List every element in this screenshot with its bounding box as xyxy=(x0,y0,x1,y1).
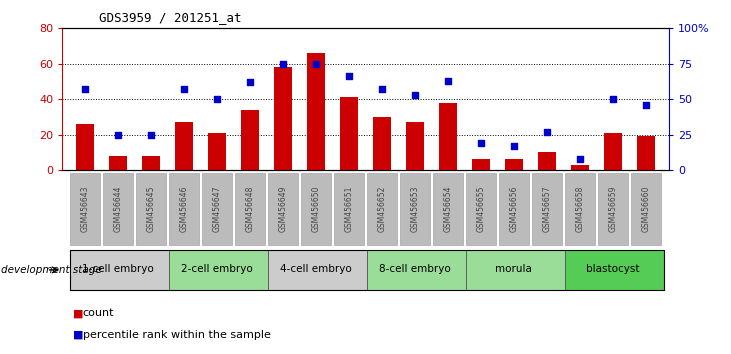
Text: 2-cell embryo: 2-cell embryo xyxy=(181,264,253,274)
Text: GSM456658: GSM456658 xyxy=(575,185,584,232)
Bar xyxy=(367,173,397,245)
Bar xyxy=(208,133,226,170)
Bar xyxy=(367,250,466,290)
Point xyxy=(607,96,618,102)
Bar xyxy=(202,173,232,245)
Bar xyxy=(301,173,331,245)
Text: morula: morula xyxy=(496,264,532,274)
Bar xyxy=(268,250,367,290)
Bar xyxy=(532,173,561,245)
Text: GSM456660: GSM456660 xyxy=(641,185,651,232)
Text: GSM456653: GSM456653 xyxy=(411,185,420,232)
Text: 8-cell embryo: 8-cell embryo xyxy=(379,264,451,274)
Bar xyxy=(142,156,160,170)
Text: GSM456654: GSM456654 xyxy=(444,185,452,232)
Text: ■: ■ xyxy=(73,308,83,318)
Text: count: count xyxy=(83,308,114,318)
Text: GSM456655: GSM456655 xyxy=(477,185,485,232)
Point xyxy=(178,86,190,92)
Point xyxy=(244,79,256,85)
Bar xyxy=(268,173,298,245)
Text: GSM456647: GSM456647 xyxy=(213,185,221,232)
Bar xyxy=(241,110,260,170)
Text: 4-cell embryo: 4-cell embryo xyxy=(280,264,352,274)
Bar xyxy=(604,133,622,170)
Text: ■: ■ xyxy=(73,330,83,339)
Bar xyxy=(538,152,556,170)
Bar xyxy=(136,173,166,245)
Bar xyxy=(406,122,424,170)
Text: GSM456651: GSM456651 xyxy=(344,185,354,232)
Text: GSM456652: GSM456652 xyxy=(377,185,387,232)
Bar xyxy=(307,53,325,170)
Text: GSM456644: GSM456644 xyxy=(114,185,123,232)
Text: GSM456648: GSM456648 xyxy=(246,185,254,232)
Text: GSM456646: GSM456646 xyxy=(180,185,189,232)
Bar xyxy=(235,173,265,245)
Point xyxy=(277,61,289,67)
Point xyxy=(310,61,322,67)
Text: GSM456649: GSM456649 xyxy=(279,185,287,232)
Text: GSM456659: GSM456659 xyxy=(608,185,617,232)
Point xyxy=(343,74,355,79)
Bar xyxy=(471,159,490,170)
Bar xyxy=(373,117,391,170)
Bar xyxy=(76,124,94,170)
Point xyxy=(211,96,223,102)
Bar xyxy=(505,159,523,170)
Point xyxy=(376,86,388,92)
Point xyxy=(113,132,124,137)
Bar xyxy=(571,165,589,170)
Point xyxy=(80,86,91,92)
Bar xyxy=(274,67,292,170)
Point xyxy=(574,156,586,161)
Bar xyxy=(433,173,463,245)
Bar xyxy=(400,173,430,245)
Bar xyxy=(109,156,127,170)
Bar xyxy=(340,97,358,170)
Text: GSM456656: GSM456656 xyxy=(510,185,518,232)
Bar xyxy=(334,173,364,245)
Text: percentile rank within the sample: percentile rank within the sample xyxy=(83,330,270,339)
Point xyxy=(541,129,553,135)
Text: GSM456650: GSM456650 xyxy=(311,185,320,232)
Bar xyxy=(637,136,655,170)
Text: GSM456643: GSM456643 xyxy=(80,185,90,232)
Bar xyxy=(175,122,193,170)
Bar xyxy=(70,250,170,290)
Point xyxy=(475,140,487,146)
Point xyxy=(145,132,157,137)
Bar xyxy=(170,250,268,290)
Bar xyxy=(598,173,628,245)
Bar xyxy=(499,173,529,245)
Text: GSM456645: GSM456645 xyxy=(147,185,156,232)
Bar xyxy=(70,173,100,245)
Text: GSM456657: GSM456657 xyxy=(542,185,551,232)
Point xyxy=(442,78,454,84)
Text: GDS3959 / 201251_at: GDS3959 / 201251_at xyxy=(99,11,241,24)
Text: blastocyst: blastocyst xyxy=(586,264,640,274)
Bar xyxy=(565,250,664,290)
Bar xyxy=(565,173,595,245)
Point xyxy=(508,143,520,149)
Text: 1-cell embryo: 1-cell embryo xyxy=(83,264,154,274)
Bar xyxy=(103,173,133,245)
Point xyxy=(640,102,651,108)
Bar xyxy=(466,250,565,290)
Bar xyxy=(631,173,661,245)
Bar xyxy=(170,173,199,245)
Point xyxy=(409,92,421,98)
Bar xyxy=(439,103,457,170)
Text: development stage: development stage xyxy=(1,265,102,275)
Bar xyxy=(466,173,496,245)
